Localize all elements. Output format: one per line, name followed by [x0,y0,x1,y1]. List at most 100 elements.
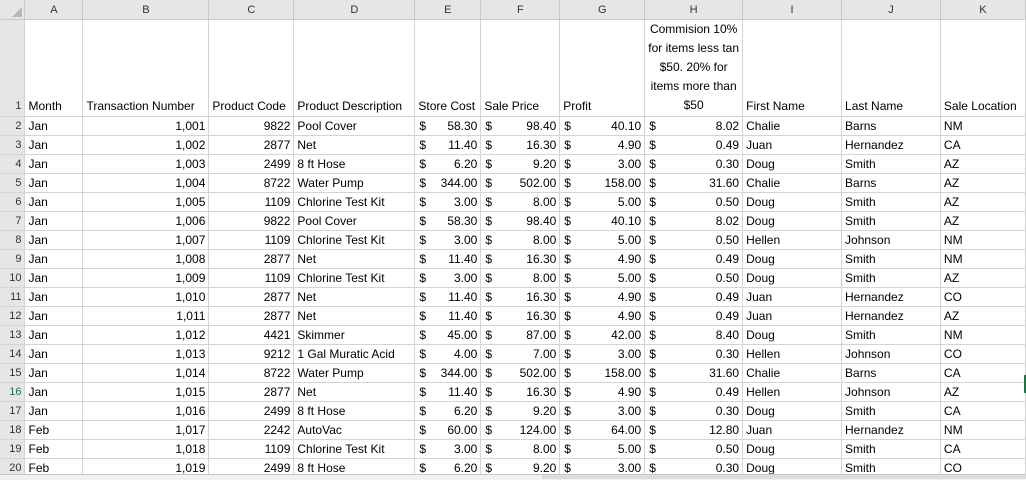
cell-profit[interactable]: $158.00 [559,173,646,193]
cell-commission[interactable]: $0.49 [644,135,744,155]
column-header-k[interactable]: K [940,0,1026,20]
cell-month[interactable]: Feb [24,420,84,440]
cell-sale-location[interactable]: AZ [940,192,1026,212]
row-header[interactable]: 4 [0,154,26,174]
cell-profit[interactable]: $4.90 [559,135,646,155]
cell-last-name[interactable]: Smith [841,325,941,345]
cell-store-cost[interactable]: $11.40 [414,382,482,402]
cell-transaction-number[interactable]: 1,012 [82,325,210,345]
column-header-j[interactable]: J [841,0,941,20]
cell-month[interactable]: Jan [24,173,84,193]
cell-transaction-number[interactable]: 1,005 [82,192,210,212]
cell-product-code[interactable]: 2877 [208,135,295,155]
cell-profit[interactable]: $4.90 [559,382,646,402]
cell-profit[interactable]: $42.00 [559,325,646,345]
cell-month[interactable]: Jan [24,230,84,250]
row-header[interactable]: 18 [0,420,26,440]
column-header-e[interactable]: E [414,0,482,20]
cell-first-name[interactable]: Doug [742,192,843,212]
cell-commission[interactable]: $0.50 [644,439,744,459]
cell-profit[interactable]: $40.10 [559,116,646,136]
cell-transaction-number[interactable]: 1,016 [82,401,210,421]
cell-product-code[interactable]: 2877 [208,306,295,326]
header-cell-sale-location[interactable]: Sale Location [940,19,1026,117]
cell-commission[interactable]: $0.30 [644,154,744,174]
header-cell-product-description[interactable]: Product Description [293,19,416,117]
cell-transaction-number[interactable]: 1,014 [82,363,210,383]
cell-commission[interactable]: $0.30 [644,344,744,364]
cell-transaction-number[interactable]: 1,001 [82,116,210,136]
cell-store-cost[interactable]: $3.00 [414,268,482,288]
cell-store-cost[interactable]: $11.40 [414,249,482,269]
cell-product-description[interactable]: Chlorine Test Kit [293,192,416,212]
cell-sale-location[interactable]: NM [940,420,1026,440]
cell-store-cost[interactable]: $6.20 [414,401,482,421]
cell-profit[interactable]: $4.90 [559,249,646,269]
cell-month[interactable]: Feb [24,439,84,459]
cell-sale-location[interactable]: AZ [940,211,1026,231]
column-header-g[interactable]: G [559,0,646,20]
row-header[interactable]: 8 [0,230,26,250]
cell-product-description[interactable]: 8 ft Hose [293,401,416,421]
row-header[interactable]: 12 [0,306,26,326]
cell-first-name[interactable]: Juan [742,420,843,440]
cell-product-code[interactable]: 8722 [208,363,295,383]
cell-month[interactable]: Jan [24,249,84,269]
cell-last-name[interactable]: Smith [841,268,941,288]
cell-commission[interactable]: $0.50 [644,268,744,288]
cell-product-description[interactable]: Net [293,382,416,402]
cell-store-cost[interactable]: $344.00 [414,363,482,383]
cell-product-code[interactable]: 2877 [208,382,295,402]
cell-commission[interactable]: $8.02 [644,211,744,231]
cell-store-cost[interactable]: $3.00 [414,439,482,459]
cell-profit[interactable]: $40.10 [559,211,646,231]
row-header[interactable]: 11 [0,287,26,307]
cell-store-cost[interactable]: $344.00 [414,173,482,193]
cell-transaction-number[interactable]: 1,011 [82,306,210,326]
row-header[interactable]: 3 [0,135,26,155]
cell-month[interactable]: Jan [24,344,84,364]
cell-sale-location[interactable]: NM [940,325,1026,345]
cell-product-code[interactable]: 9822 [208,116,295,136]
cell-sale-location[interactable]: CA [940,135,1026,155]
cell-store-cost[interactable]: $58.30 [414,116,482,136]
cell-store-cost[interactable]: $58.30 [414,211,482,231]
cell-first-name[interactable]: Juan [742,306,843,326]
cell-profit[interactable]: $3.00 [559,344,646,364]
row-header[interactable]: 15 [0,363,26,383]
row-header[interactable]: 14 [0,344,26,364]
cell-first-name[interactable]: Juan [742,287,843,307]
cell-store-cost[interactable]: $11.40 [414,287,482,307]
cell-sale-location[interactable]: NM [940,230,1026,250]
cell-last-name[interactable]: Hernandez [841,135,941,155]
cell-commission[interactable]: $0.49 [644,382,744,402]
cell-last-name[interactable]: Smith [841,401,941,421]
cell-month[interactable]: Jan [24,268,84,288]
cell-transaction-number[interactable]: 1,009 [82,268,210,288]
cell-month[interactable]: Jan [24,211,84,231]
cell-month[interactable]: Jan [24,401,84,421]
cell-sale-price[interactable]: $8.00 [480,439,561,459]
horizontal-scrollbar[interactable] [542,475,1026,479]
cell-sale-location[interactable]: CO [940,344,1026,364]
cell-product-description[interactable]: Net [293,287,416,307]
cell-first-name[interactable]: Chalie [742,116,843,136]
cell-month[interactable]: Jan [24,192,84,212]
cell-sale-location[interactable]: CO [940,287,1026,307]
column-header-c[interactable]: C [208,0,295,20]
cell-sale-location[interactable]: AZ [940,306,1026,326]
column-header-f[interactable]: F [480,0,561,20]
row-header[interactable]: 13 [0,325,26,345]
cell-month[interactable]: Jan [24,135,84,155]
cell-first-name[interactable]: Hellen [742,344,843,364]
cell-product-description[interactable]: AutoVac [293,420,416,440]
cell-store-cost[interactable]: $11.40 [414,306,482,326]
cell-transaction-number[interactable]: 1,010 [82,287,210,307]
cell-product-description[interactable]: Chlorine Test Kit [293,439,416,459]
cell-commission[interactable]: $12.80 [644,420,744,440]
cell-store-cost[interactable]: $45.00 [414,325,482,345]
cell-sale-price[interactable]: $98.40 [480,116,561,136]
row-header[interactable]: 16 [0,382,26,402]
cell-sale-price[interactable]: $16.30 [480,249,561,269]
cell-sale-price[interactable]: $8.00 [480,268,561,288]
